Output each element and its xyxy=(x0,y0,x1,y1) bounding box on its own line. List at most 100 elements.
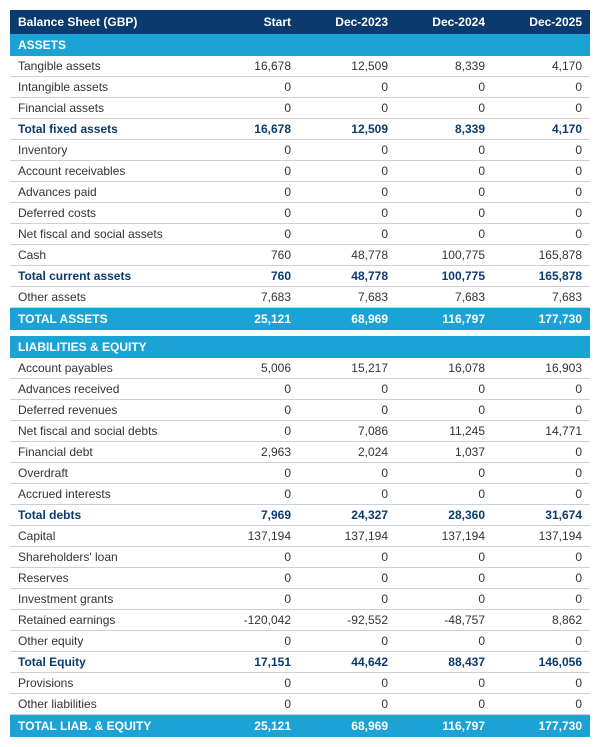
row-label: Net fiscal and social debts xyxy=(10,421,202,442)
row-value: 44,642 xyxy=(299,652,396,673)
header-col-3: Dec-2025 xyxy=(493,10,590,34)
table-row: Intangible assets0000 xyxy=(10,77,590,98)
row-value: 16,678 xyxy=(202,56,299,77)
row-value: 0 xyxy=(493,547,590,568)
row-value: 137,194 xyxy=(396,526,493,547)
table-row: LIABILITIES & EQUITY xyxy=(10,336,590,358)
row-value: 0 xyxy=(493,631,590,652)
header-col-1: Dec-2023 xyxy=(299,10,396,34)
row-value: 0 xyxy=(299,631,396,652)
row-value: 0 xyxy=(396,182,493,203)
row-value: 68,969 xyxy=(299,715,396,738)
table-row: Financial assets0000 xyxy=(10,98,590,119)
row-value: 177,730 xyxy=(493,715,590,738)
balance-sheet-table: Balance Sheet (GBP) Start Dec-2023 Dec-2… xyxy=(10,10,590,737)
row-value: 0 xyxy=(202,589,299,610)
row-value: 0 xyxy=(202,421,299,442)
row-value: 12,509 xyxy=(299,56,396,77)
row-value: 7,683 xyxy=(396,287,493,308)
row-value: 0 xyxy=(202,379,299,400)
row-label: TOTAL LIAB. & EQUITY xyxy=(10,715,202,738)
row-value: 0 xyxy=(396,77,493,98)
table-row: Total fixed assets16,67812,5098,3394,170 xyxy=(10,119,590,140)
row-value: 116,797 xyxy=(396,715,493,738)
row-label: Advances paid xyxy=(10,182,202,203)
row-value: 16,678 xyxy=(202,119,299,140)
header-title: Balance Sheet (GBP) xyxy=(10,10,202,34)
table-row: Advances received0000 xyxy=(10,379,590,400)
table-row: Cash76048,778100,775165,878 xyxy=(10,245,590,266)
row-label: Inventory xyxy=(10,140,202,161)
row-value: 165,878 xyxy=(493,245,590,266)
row-value: 0 xyxy=(202,182,299,203)
row-value: 0 xyxy=(202,631,299,652)
table-row: Net fiscal and social debts07,08611,2451… xyxy=(10,421,590,442)
row-value: -120,042 xyxy=(202,610,299,631)
row-value: 4,170 xyxy=(493,56,590,77)
row-value: 165,878 xyxy=(493,266,590,287)
row-value: 100,775 xyxy=(396,245,493,266)
row-value: 100,775 xyxy=(396,266,493,287)
row-value: 7,683 xyxy=(299,287,396,308)
row-value: 48,778 xyxy=(299,266,396,287)
row-value: 0 xyxy=(202,463,299,484)
table-row: Net fiscal and social assets0000 xyxy=(10,224,590,245)
row-value: 0 xyxy=(202,203,299,224)
row-value: 0 xyxy=(299,161,396,182)
row-value: 0 xyxy=(202,547,299,568)
row-label: Total debts xyxy=(10,505,202,526)
row-label: Total Equity xyxy=(10,652,202,673)
table-row: Advances paid0000 xyxy=(10,182,590,203)
row-value: 0 xyxy=(202,140,299,161)
table-row: Reserves0000 xyxy=(10,568,590,589)
table-row: Total debts7,96924,32728,36031,674 xyxy=(10,505,590,526)
row-label: Retained earnings xyxy=(10,610,202,631)
table-row: TOTAL ASSETS25,12168,969116,797177,730 xyxy=(10,308,590,331)
row-label: Net fiscal and social assets xyxy=(10,224,202,245)
table-row: Other assets7,6837,6837,6837,683 xyxy=(10,287,590,308)
row-value: 16,903 xyxy=(493,358,590,379)
row-value: 760 xyxy=(202,245,299,266)
row-value: 7,683 xyxy=(493,287,590,308)
row-value: 0 xyxy=(202,77,299,98)
row-value: 8,339 xyxy=(396,119,493,140)
table-row: Provisions0000 xyxy=(10,673,590,694)
row-value: 14,771 xyxy=(493,421,590,442)
row-value: 0 xyxy=(396,547,493,568)
row-value: 760 xyxy=(202,266,299,287)
row-value: 7,969 xyxy=(202,505,299,526)
row-label: Advances received xyxy=(10,379,202,400)
header-col-2: Dec-2024 xyxy=(396,10,493,34)
row-label: Capital xyxy=(10,526,202,547)
row-label: Other equity xyxy=(10,631,202,652)
row-label: Overdraft xyxy=(10,463,202,484)
row-value: 0 xyxy=(299,589,396,610)
row-value: 116,797 xyxy=(396,308,493,331)
table-row: ASSETS xyxy=(10,34,590,56)
row-value: 0 xyxy=(493,224,590,245)
row-value: 0 xyxy=(396,98,493,119)
row-value: 0 xyxy=(396,484,493,505)
row-value: 0 xyxy=(493,463,590,484)
row-value: 0 xyxy=(396,589,493,610)
table-row: Retained earnings-120,042-92,552-48,7578… xyxy=(10,610,590,631)
row-value: 7,086 xyxy=(299,421,396,442)
row-value: 2,024 xyxy=(299,442,396,463)
row-value: 0 xyxy=(493,182,590,203)
section-label: ASSETS xyxy=(10,34,590,56)
row-value: 0 xyxy=(299,568,396,589)
row-value: 0 xyxy=(493,673,590,694)
row-value: 0 xyxy=(493,442,590,463)
row-value: 0 xyxy=(202,98,299,119)
row-value: 146,056 xyxy=(493,652,590,673)
row-value: 0 xyxy=(493,140,590,161)
row-value: 0 xyxy=(396,463,493,484)
row-value: 0 xyxy=(396,400,493,421)
row-value: 25,121 xyxy=(202,308,299,331)
row-value: 0 xyxy=(493,694,590,715)
row-value: 0 xyxy=(396,694,493,715)
row-label: Deferred costs xyxy=(10,203,202,224)
row-value: 0 xyxy=(493,203,590,224)
row-value: 7,683 xyxy=(202,287,299,308)
row-value: 24,327 xyxy=(299,505,396,526)
